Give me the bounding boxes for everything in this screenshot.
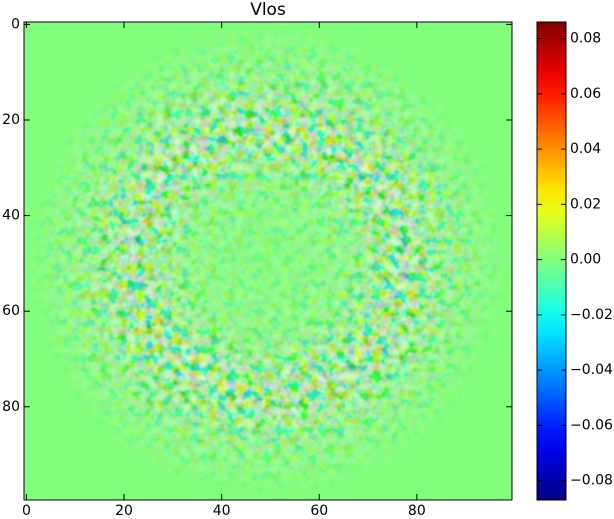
x-tick-label: 60 [310, 503, 328, 519]
colorbar-tick-label: 0.08 [570, 31, 601, 47]
y-tick-label: 40 [2, 208, 20, 224]
x-tick-label: 40 [213, 503, 231, 519]
x-tick-label: 0 [22, 503, 31, 519]
colorbar-tick-label: 0.06 [570, 86, 601, 102]
x-tick-label: 80 [408, 503, 426, 519]
y-tick-label: 0 [11, 16, 20, 32]
colorbar-tick-label: 0.00 [570, 252, 601, 268]
image-texture [24, 22, 512, 500]
colorbar-tick-label: 0.04 [570, 141, 601, 157]
colorbar-tick-label: −0.06 [570, 417, 613, 433]
chart-title: Vlos [250, 0, 286, 20]
colorbar-tick-label: 0.02 [570, 196, 601, 212]
y-tick-label: 60 [2, 303, 20, 319]
y-tick-label: 20 [2, 112, 20, 128]
x-tick-label: 20 [115, 503, 133, 519]
colorbar-tick-label: −0.02 [570, 307, 613, 323]
colorbar-tick-label: −0.04 [570, 362, 613, 378]
colorbar-tick-label: −0.08 [570, 473, 613, 489]
colorbar [536, 21, 567, 501]
plot-frame [23, 21, 513, 501]
noise [24, 22, 512, 500]
y-tick-label: 80 [2, 399, 20, 415]
